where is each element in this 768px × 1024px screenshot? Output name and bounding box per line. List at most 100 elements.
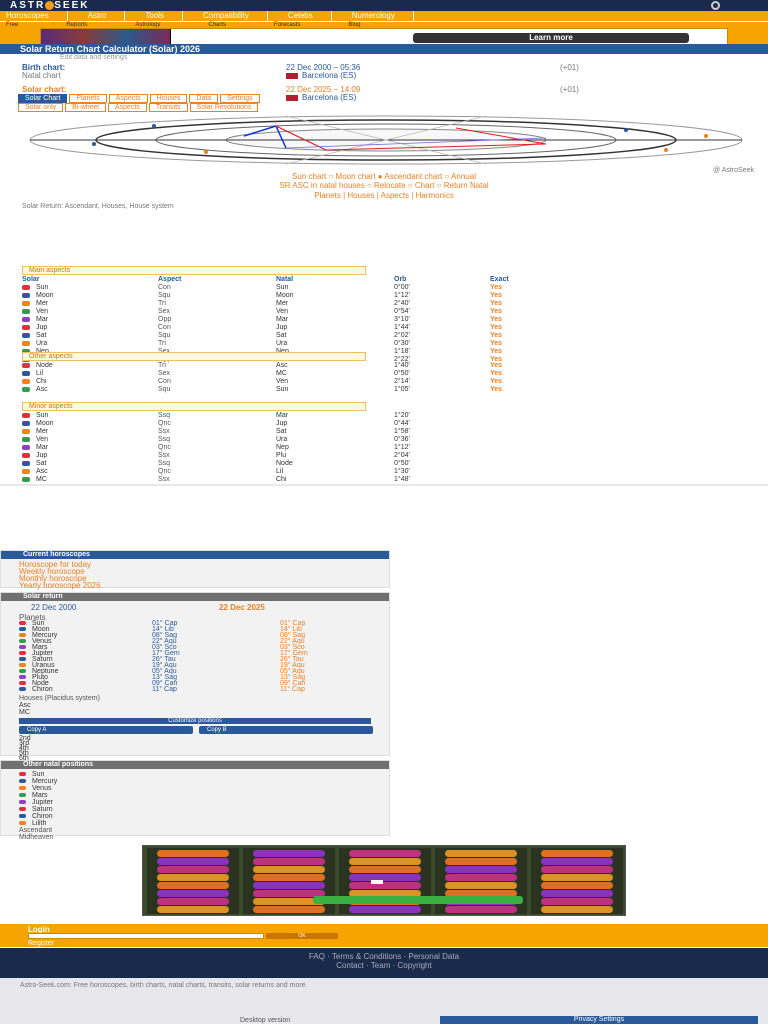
table-cell: Sun: [36, 284, 49, 291]
nav-item[interactable]: Tools: [145, 11, 184, 21]
table-cell: 1°05': [394, 386, 410, 393]
table-cell: 0°54': [394, 308, 410, 315]
nav-item[interactable]: Astro: [88, 11, 126, 21]
planet-icon: [22, 284, 30, 290]
tab-solar-only[interactable]: Solar only: [18, 103, 64, 112]
planet-icon: [22, 292, 30, 298]
table-cell: Plu: [276, 452, 287, 459]
copy-b-button[interactable]: Copy B: [199, 726, 373, 734]
nav-item[interactable]: Celebs: [288, 11, 332, 21]
table-cell: Mer: [276, 300, 289, 307]
sub-nav-item[interactable]: Astrology: [135, 21, 161, 28]
tab-settings[interactable]: Settings: [220, 94, 260, 103]
sub-nav-item[interactable]: Reports: [66, 21, 88, 28]
game-gem: [445, 890, 517, 897]
nav-item[interactable]: Numerology: [352, 11, 414, 21]
site-logo[interactable]: ASTR SEEK: [10, 0, 90, 11]
tab-aspects-view[interactable]: Aspects: [108, 103, 147, 112]
horoscope-link[interactable]: Horoscope for today: [19, 560, 92, 569]
tab-data[interactable]: Data: [189, 94, 219, 103]
natal-position: 22° Aqu: [152, 638, 177, 645]
house-name: 2nd: [19, 735, 31, 742]
planet-icon: [19, 675, 26, 679]
table-cell: 1°20': [394, 412, 410, 419]
planet-icon: [19, 651, 26, 655]
planets-label: Planets: [19, 613, 46, 622]
nav-item[interactable]: Horoscopes: [6, 11, 68, 21]
game-ad-banner[interactable]: [142, 845, 626, 916]
table-cell: Ssx: [158, 428, 170, 435]
table-row: Asc Qnc Lil 1°30': [22, 468, 454, 476]
login-ok-button[interactable]: OK: [266, 933, 338, 939]
tab-transits[interactable]: Transits: [148, 103, 188, 112]
chart-options-1[interactable]: Sun chart ○ Moon chart ● Ascendant chart…: [292, 172, 476, 181]
game-cta-bar[interactable]: [313, 896, 523, 904]
table-cell: Qnc: [158, 444, 171, 451]
search-icon[interactable]: [711, 1, 720, 10]
planet-row: Uranus 19° Aqu 19° Aqu: [19, 662, 389, 669]
current-horoscopes-panel: Current horoscopes Horoscope for today W…: [0, 550, 390, 590]
desktop-version-link[interactable]: Desktop version: [240, 1017, 291, 1024]
tab-solar-revolutions[interactable]: Solar Revolutions: [189, 103, 259, 112]
chart-options-3[interactable]: Planets | Houses | Aspects | Harmonics: [314, 191, 454, 200]
planet-row: Node 09° Can 09° Can: [19, 680, 389, 687]
chart-options-2[interactable]: SR ASC in natal houses ○ Relocate ○ Char…: [279, 181, 489, 190]
planet-icon: [22, 420, 30, 426]
planet-icon: [22, 370, 30, 376]
horoscope-link[interactable]: Yearly horoscope 2026: [19, 581, 101, 590]
table-row: NepSexNep1°18'Yes: [22, 348, 530, 356]
privacy-settings-button[interactable]: Privacy Settings: [440, 1016, 758, 1024]
login-input[interactable]: [28, 933, 264, 939]
ad-learn-more-button[interactable]: Learn more: [413, 33, 689, 43]
house-name: 4th: [19, 745, 29, 752]
planet-glyph: [92, 142, 96, 146]
sub-nav-item[interactable]: Blog: [348, 21, 361, 28]
ascendant-label: Ascendant: [19, 827, 53, 834]
nav-item[interactable]: Compatibility: [203, 11, 268, 21]
sub-nav-item[interactable]: Free: [6, 21, 19, 28]
planet-name: Moon: [32, 626, 50, 633]
table-cell: Sex: [158, 348, 276, 356]
tab-aspects[interactable]: Aspects: [108, 94, 148, 103]
solar-position: 01° Cap: [280, 620, 306, 627]
game-gem: [349, 906, 421, 913]
tab-solar-chart[interactable]: Solar Chart: [18, 94, 68, 103]
planet-glyph: [704, 134, 708, 138]
site-footer: FAQ · Terms & Conditions · Personal Data…: [0, 948, 768, 978]
copy-a-button[interactable]: Copy A: [19, 726, 193, 734]
table-cell: Con: [158, 284, 171, 291]
footer-links-2[interactable]: Contact · Team · Copyright: [336, 961, 432, 970]
tab-houses[interactable]: Houses: [149, 94, 188, 103]
natal-position: 05° Aqu: [152, 668, 177, 675]
ad-image[interactable]: [41, 29, 171, 47]
main-aspects-header: Main aspects: [22, 266, 366, 275]
register-link[interactable]: Register: [28, 940, 55, 947]
planet-icon: [22, 362, 30, 368]
sub-nav-item[interactable]: Charts: [208, 21, 227, 28]
horoscope-link[interactable]: Weekly horoscope: [19, 567, 85, 576]
panel-header: Other natal positions: [1, 761, 389, 769]
game-gem: [541, 906, 613, 913]
customize-positions-button[interactable]: Customize positions: [19, 718, 371, 724]
tab-planets[interactable]: Planets: [69, 94, 107, 103]
solar-position: 13° Sag: [280, 674, 305, 681]
table-cell: 0°50': [394, 370, 410, 377]
planet-icon: [19, 621, 26, 625]
game-gem: [349, 890, 421, 897]
table-row: Ven Sex Ven 0°54' Yes: [22, 308, 530, 316]
sub-nav-item[interactable]: Forecasts: [274, 21, 301, 28]
planet-icon: [22, 332, 30, 338]
tab-bi-wheel[interactable]: Bi-wheel: [65, 103, 106, 112]
minor-aspects-header: Minor aspects: [22, 402, 366, 411]
solar-chart-wheel[interactable]: [26, 114, 746, 166]
table-row: Ven Ssq Ura 0°36': [22, 436, 454, 444]
footer-links[interactable]: FAQ · Terms & Conditions · Personal Data: [308, 952, 460, 961]
aspect-line: [325, 143, 547, 151]
horoscope-link[interactable]: Monthly horoscope: [19, 574, 87, 583]
planet-icon: [19, 669, 26, 673]
solar-position: 05° Aqu: [280, 668, 305, 675]
ad-frame[interactable]: Learn more: [40, 28, 728, 48]
edit-settings-link[interactable]: Edit data and settings: [60, 54, 128, 61]
natal-name: Mars: [32, 792, 48, 799]
table-row: Jup Con Jup 1°44' Yes: [22, 324, 530, 332]
